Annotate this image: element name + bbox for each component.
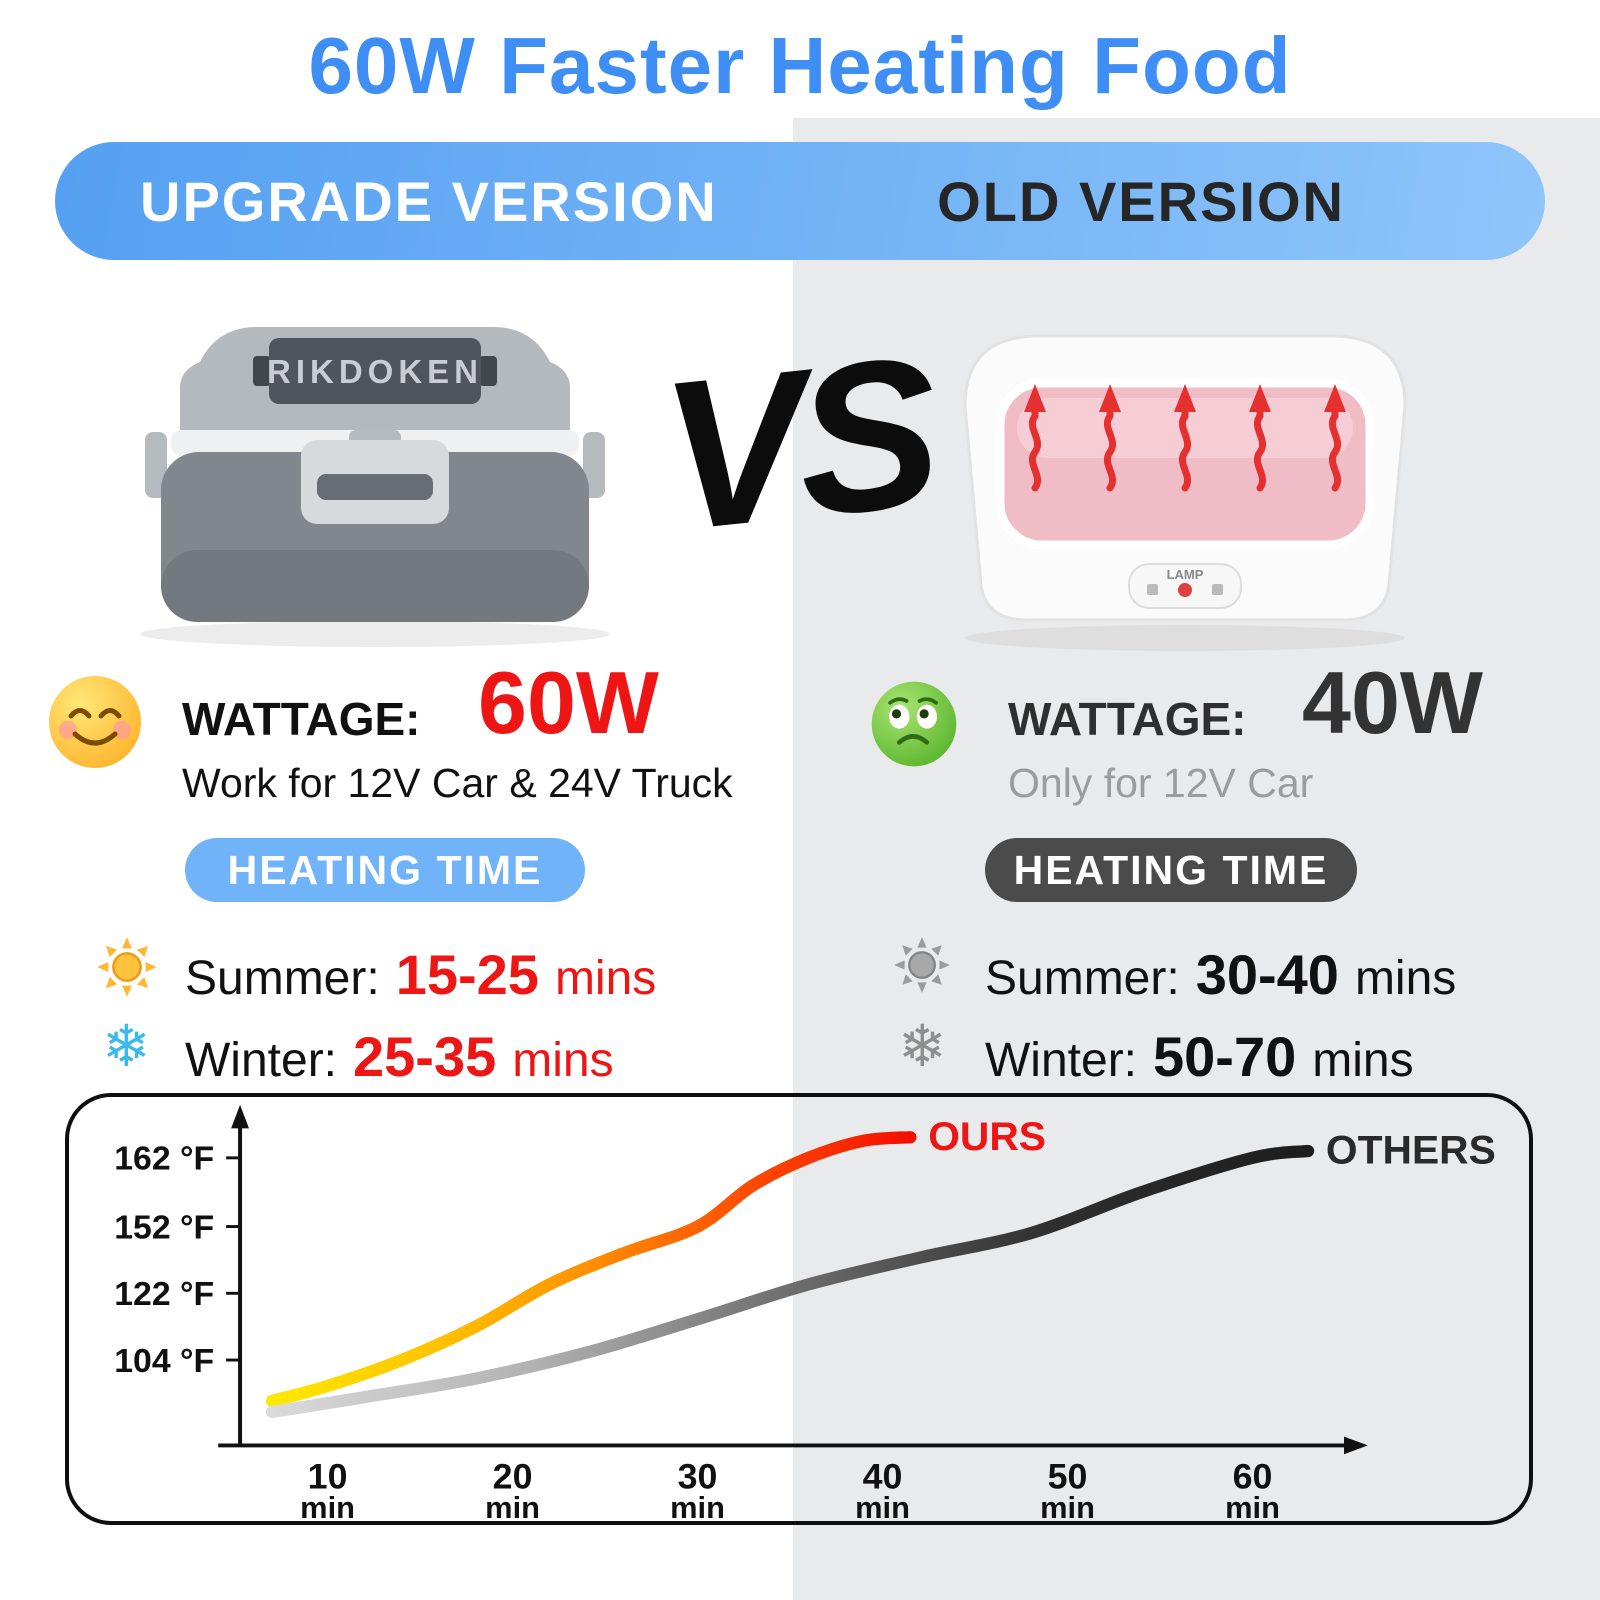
banner-upgrade-label: UPGRADE VERSION (140, 169, 718, 233)
wattage-label-old: WATTAGE: (1008, 693, 1247, 745)
product-shadow (965, 625, 1405, 651)
lunchbox-body-shade (161, 550, 589, 622)
gray-snowflake-icon: ❄ (898, 1014, 947, 1079)
panel-clip-right (479, 356, 497, 386)
svg-text:40: 40 (863, 1457, 903, 1497)
heat-arrows-icon (1024, 384, 1346, 492)
chart-axes (218, 1104, 1368, 1455)
winter-row-old: Winter: 50-70 mins (985, 1024, 1414, 1089)
vs-mark: VS (652, 311, 943, 576)
panel-clip-left (253, 356, 271, 386)
indicator-light (1178, 583, 1192, 597)
svg-text:min: min (1040, 1491, 1095, 1521)
svg-text:152 °F: 152 °F (114, 1210, 214, 1247)
lamp-label: LAMP (1167, 567, 1204, 582)
sun-icon (97, 937, 157, 997)
left-handle (145, 432, 167, 498)
summer-unit-old: mins (1354, 952, 1457, 1005)
heating-curve-chart-frame: 162 °F 152 °F 122 °F 104 °F 10 min 20 min 30 min 4… (65, 1093, 1533, 1525)
old-product-image: LAMP (963, 334, 1407, 651)
heating-time-badge-upgrade: HEATING TIME (185, 838, 585, 902)
summer-row-upgrade: Summer: 15-25 mins (185, 942, 656, 1007)
svg-text:min: min (855, 1491, 910, 1521)
svg-text:104 °F: 104 °F (114, 1343, 214, 1380)
svg-text:10: 10 (308, 1457, 348, 1497)
svg-text:min: min (1225, 1491, 1280, 1521)
wattage-label-upgrade: WATTAGE: (182, 693, 421, 745)
svg-text:162 °F: 162 °F (114, 1141, 214, 1178)
winter-label-upgrade: Winter: (185, 1034, 338, 1087)
right-handle (583, 432, 605, 498)
upgrade-product-image: RIKDOKEN (140, 327, 610, 647)
svg-text:min: min (670, 1491, 725, 1521)
svg-text:20: 20 (493, 1457, 533, 1497)
version-banner: UPGRADE VERSION OLD VERSION (55, 142, 1545, 260)
svg-text:min: min (485, 1491, 540, 1521)
page-title: 60W Faster Heating Food (308, 21, 1292, 110)
winter-unit-old: mins (1312, 1034, 1414, 1087)
summer-unit-upgrade: mins (554, 952, 657, 1005)
wattage-value-upgrade: 60W (478, 653, 659, 752)
panel-icon-right (1212, 584, 1223, 595)
summer-value-upgrade: 15-25 (395, 943, 539, 1006)
svg-text:50: 50 (1048, 1457, 1088, 1497)
svg-text:60: 60 (1233, 1457, 1273, 1497)
summer-label-old: Summer: (985, 952, 1180, 1005)
brand-panel (269, 338, 481, 404)
winter-value-old: 50-70 (1153, 1025, 1297, 1088)
svg-text:30: 30 (678, 1457, 718, 1497)
svg-text:min: min (300, 1491, 355, 1521)
summer-value-old: 30-40 (1195, 943, 1339, 1006)
latch-slot (317, 474, 433, 500)
winter-value-upgrade: 25-35 (353, 1025, 497, 1088)
happy-emoji-icon (49, 676, 141, 768)
brand-text: RIKDOKEN (267, 353, 483, 390)
heating-time-badge-old: HEATING TIME (985, 838, 1357, 902)
sad-emoji-icon (871, 681, 957, 767)
panel-icon-left (1147, 584, 1158, 595)
winter-row-upgrade: Winter: 25-35 mins (185, 1024, 614, 1089)
wattage-value-old: 40W (1302, 653, 1483, 752)
summer-row-old: Summer: 30-40 mins (985, 942, 1456, 1007)
winter-label-old: Winter: (985, 1034, 1138, 1087)
svg-text:122 °F: 122 °F (114, 1276, 214, 1313)
svg-text:OURS: OURS (928, 1113, 1046, 1159)
snowflake-icon: ❄ (102, 1014, 151, 1079)
svg-text:OTHERS: OTHERS (1326, 1127, 1496, 1173)
gray-sun-icon (894, 937, 950, 993)
summer-label-upgrade: Summer: (185, 952, 380, 1005)
compatibility-old: Only for 12V Car (1008, 760, 1314, 806)
banner-old-label: OLD VERSION (937, 169, 1345, 233)
product-shadow (140, 621, 610, 647)
compatibility-upgrade: Work for 12V Car & 24V Truck (182, 760, 733, 806)
winter-unit-upgrade: mins (512, 1034, 614, 1087)
